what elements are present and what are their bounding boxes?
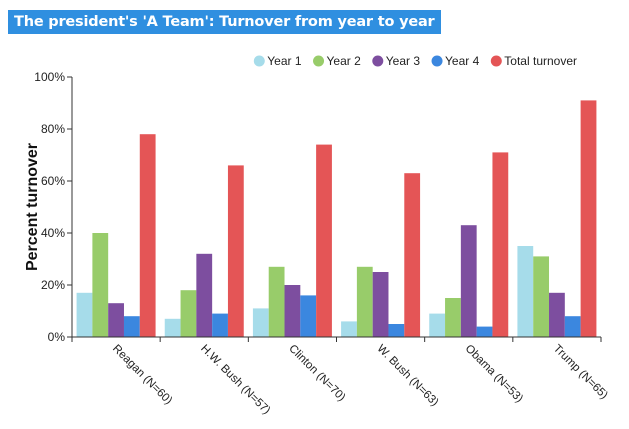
legend-swatch [431,55,443,67]
category-labels: Reagan (N=60) H.W. Bush (N=57) Clinton (N=… [110,343,610,417]
chart-title: The president's 'A Team': Turnover from … [8,10,441,34]
y-tick-label: 100% [34,70,65,84]
bar-year-1 [341,321,357,337]
bar-year-1 [517,246,534,337]
legend-item: Year 2 [313,54,361,68]
bar-year-3 [549,292,565,337]
legend-swatch [313,55,325,67]
bar-year-1 [252,308,269,337]
bar-total-turnover [492,152,509,337]
bar-year-1 [429,313,446,337]
bar-year-3 [460,225,477,337]
category-label: Reagan (N=60) [110,343,174,407]
bar-year-2 [180,290,197,337]
bar-total-turnover [227,165,244,337]
category-label: Obama (N=53) [463,343,526,406]
legend-label: Year 4 [445,54,480,68]
y-tick-label: 20% [41,278,65,292]
category-label: Clinton (N=70) [286,343,347,404]
legend-item: Year 1 [253,54,302,68]
legend-item: Year 3 [372,54,420,68]
bar-year-3 [284,285,301,337]
y-tick-label: 40% [41,226,65,240]
bar-total-turnover [316,144,332,337]
category-label: W. Bush (N=63) [374,343,440,409]
legend-swatch [490,55,502,67]
category-label: Trump (N=65) [551,343,610,402]
bar-year-4 [300,295,317,337]
y-tick-label: 60% [41,174,65,188]
legend-swatch [253,55,265,67]
legend-label: Total turnover [504,54,577,68]
x-axis [71,336,602,342]
bar-year-1 [164,318,181,337]
bar-year-4 [123,316,140,337]
legend: Year 1 Year 2 Year 3 Year 4 Total turnover [253,54,577,68]
bar-total-turnover [404,173,421,337]
category-label: H.W. Bush (N=57) [198,343,272,417]
y-tick-label: 0% [48,330,66,344]
bar-year-2 [445,298,461,337]
legend-item: Year 4 [431,54,480,68]
bar-year-2 [92,233,109,337]
legend-item: Total turnover [490,54,577,68]
legend-label: Year 2 [327,54,362,68]
bar-year-4 [388,324,405,337]
legend-label: Year 1 [267,54,302,68]
bar-year-2 [356,266,373,337]
legend-label: Year 3 [386,54,421,68]
bar-year-2 [533,256,550,337]
bar-year-2 [268,266,285,337]
bar-total-turnover [580,100,597,338]
bar-year-1 [76,292,93,337]
y-axis-label: Percent turnover [24,143,41,271]
bar-year-4 [564,316,581,337]
bar-year-3 [196,253,213,337]
bar-year-4 [212,313,228,337]
y-axis-ticks: 0% 20% 40% 60% 80% 100% [34,70,73,344]
legend-swatch [372,55,384,67]
bar-year-3 [372,272,389,337]
y-tick-label: 80% [41,122,65,136]
bars [76,100,597,338]
bar-year-4 [476,326,493,337]
bar-year-3 [108,303,124,337]
bar-total-turnover [139,134,156,337]
